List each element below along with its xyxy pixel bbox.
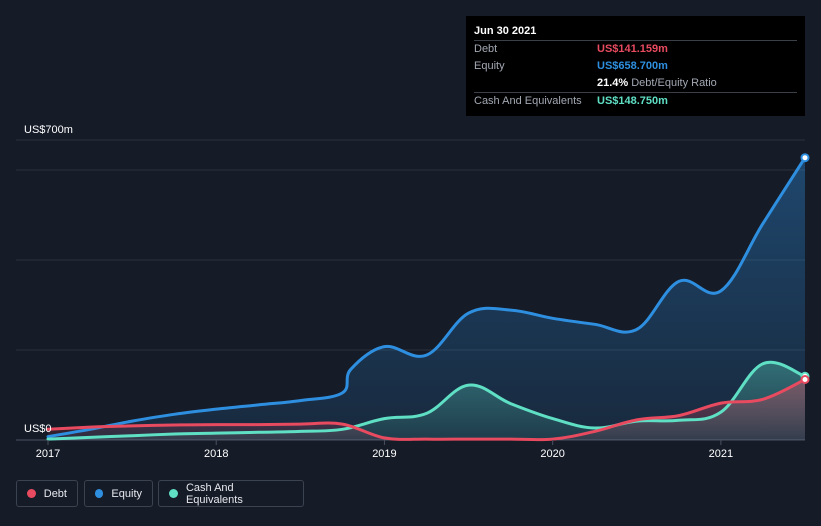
- tooltip-panel: Jun 30 2021 Debt US$141.159m Equity US$6…: [466, 16, 805, 116]
- equity-area: [48, 157, 805, 440]
- y-axis-top-label: US$700m: [24, 124, 73, 136]
- tooltip-equity-value: US$658.700m: [597, 60, 668, 72]
- tooltip-cash-label: Cash And Equivalents: [474, 95, 582, 107]
- debt-end-marker: [800, 375, 810, 385]
- legend-label-cash: Cash And Equivalents: [185, 481, 243, 506]
- tooltip-row-debt: Debt US$141.159m: [474, 41, 797, 58]
- x-tick-label: 2019: [372, 448, 396, 460]
- tooltip-date: Jun 30 2021: [474, 22, 797, 41]
- x-tick-label: 2020: [540, 448, 564, 460]
- tooltip-debt-label: Debt: [474, 43, 498, 55]
- tooltip-row-cash: Cash And Equivalents US$148.750m: [474, 93, 797, 110]
- x-tick-label: 2018: [204, 448, 228, 460]
- x-tick-label: 2021: [709, 448, 733, 460]
- debt-line: [46, 378, 807, 442]
- tooltip-ratio-value: 21.4%: [597, 77, 629, 89]
- legend-item-cash[interactable]: Cash And Equivalents: [158, 480, 304, 507]
- tooltip-row-ratio: 21.4% Debt/Equity Ratio: [474, 75, 797, 93]
- tooltip-debt-value: US$141.159m: [597, 43, 668, 55]
- tooltip-cash-value: US$148.750m: [597, 95, 668, 107]
- legend-label-debt: Debt: [43, 487, 67, 500]
- legend-dot-debt: [27, 489, 36, 498]
- tooltip-row-equity: Equity US$658.700m: [474, 58, 797, 75]
- x-tick-label: 2017: [36, 448, 60, 460]
- legend-dot-equity: [95, 489, 104, 498]
- legend-label-equity: Equity: [111, 487, 142, 500]
- y-axis-zero-label: US$0: [24, 423, 52, 435]
- tooltip-ratio-label: [474, 75, 597, 92]
- tooltip-ratio-sub: Debt/Equity Ratio: [631, 77, 717, 89]
- legend-item-debt[interactable]: Debt: [16, 480, 78, 507]
- legend-dot-cash: [169, 489, 178, 498]
- legend-item-equity[interactable]: Equity: [84, 480, 153, 507]
- cash-line: [46, 360, 807, 441]
- equity-line: [46, 156, 807, 439]
- tooltip-equity-label: Equity: [474, 60, 505, 72]
- equity-end-marker: [800, 153, 810, 163]
